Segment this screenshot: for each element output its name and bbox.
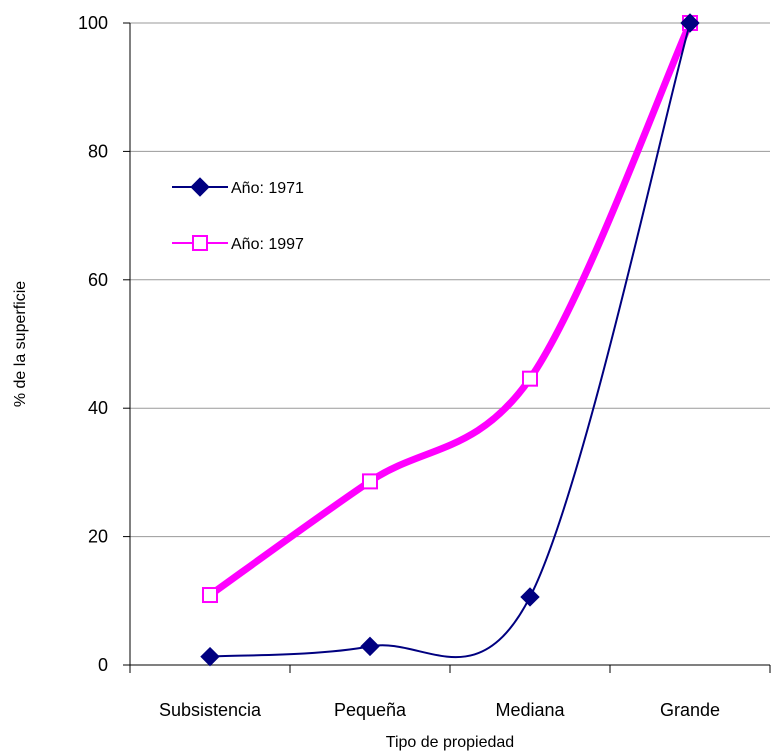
data-point [680, 13, 700, 33]
legend-marker [190, 177, 210, 197]
legend-item: Año: 1997 [172, 235, 304, 253]
legend-label: Año: 1971 [231, 180, 304, 197]
y-axis-ticks: 0 20 40 60 80 100 [78, 13, 130, 675]
series-1 [202, 15, 698, 604]
x-tick-label: Subsistencia [159, 700, 262, 720]
y-axis-title: % de la superficie [12, 281, 29, 407]
series-line [209, 22, 691, 658]
y-tick-label: 80 [88, 141, 108, 161]
legend-marker [192, 235, 208, 251]
data-point [522, 370, 538, 387]
series-layer [200, 13, 700, 667]
legend-item: Año: 1971 [172, 177, 304, 197]
x-axis-title: Tipo de propiedad [386, 734, 514, 751]
data-point [202, 587, 218, 604]
series-0 [200, 13, 700, 667]
data-point [360, 636, 380, 657]
y-tick-label: 20 [88, 527, 108, 547]
x-axis-ticks: Subsistencia Pequeña Mediana Grande [129, 665, 771, 720]
x-tick-label: Mediana [495, 700, 565, 720]
data-point [362, 473, 378, 490]
legend: Año: 1971 Año: 1997 [172, 177, 304, 253]
axes [129, 23, 770, 666]
y-tick-label: 0 [98, 655, 108, 675]
data-point [520, 587, 540, 607]
x-tick-label: Grande [660, 700, 720, 720]
y-tick-label: 100 [78, 13, 108, 33]
data-point [200, 646, 220, 667]
legend-label: Año: 1997 [231, 236, 304, 253]
y-tick-label: 60 [88, 270, 108, 290]
y-tick-label: 40 [88, 398, 108, 418]
series-line [206, 19, 694, 599]
gridlines [130, 22, 770, 538]
x-tick-label: Pequeña [334, 700, 407, 720]
